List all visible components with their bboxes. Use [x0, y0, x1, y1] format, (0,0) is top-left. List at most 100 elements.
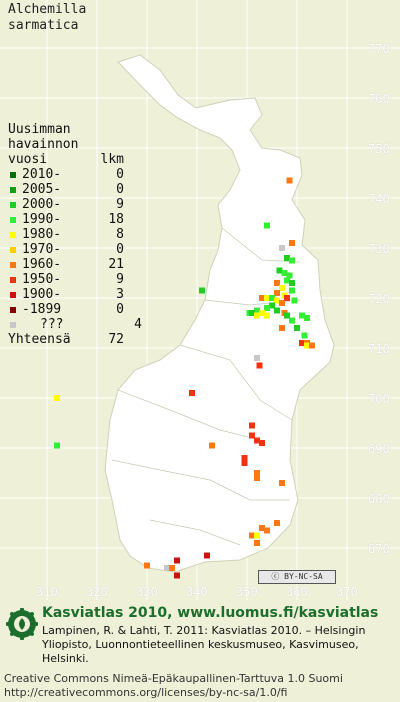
- y-label: 710: [368, 342, 390, 356]
- occurrence-point: [284, 255, 290, 261]
- legend-swatch: [10, 216, 16, 223]
- occurrence-point: [259, 310, 265, 316]
- occurrence-point: [264, 527, 270, 534]
- kasviatlas-link[interactable]: Kasviatlas 2010, www.luomus.fi/kasviatla…: [42, 605, 379, 621]
- license-name: Creative Commons Nimeä-Epäkaupallinen-Ta…: [4, 672, 343, 685]
- occurrence-point: [254, 312, 260, 319]
- legend-row-count: 18: [108, 212, 124, 227]
- legend-row-count: 9: [116, 272, 124, 287]
- occurrence-point: [249, 432, 255, 439]
- y-label: 680: [368, 492, 390, 506]
- occurrence-point: [164, 565, 170, 571]
- license-text: Creative Commons Nimeä-Epäkaupallinen-Ta…: [4, 672, 400, 700]
- occurrence-point: [274, 290, 280, 296]
- legend-swatch: [10, 231, 16, 238]
- cc-badge[interactable]: ⓒ BY-NC-SA: [258, 570, 336, 584]
- occurrence-point: [304, 342, 310, 349]
- y-label: 740: [368, 192, 390, 206]
- legend-row-label: 2010-: [22, 167, 62, 182]
- occurrence-point: [259, 295, 265, 301]
- legend-row-label: -1899: [22, 302, 62, 317]
- legend-row-count: 8: [116, 227, 124, 242]
- x-label: 350: [236, 585, 258, 599]
- legend-total-count: 72: [108, 332, 124, 347]
- legend-row: ??? 4: [8, 317, 142, 332]
- occurrence-point: [254, 437, 260, 444]
- legend-row-count: 4: [134, 317, 142, 332]
- legend-row: 1950- 9: [8, 272, 142, 287]
- y-label: 700: [368, 392, 390, 406]
- occurrence-point: [284, 295, 290, 301]
- occurrence-point: [279, 300, 285, 306]
- occurrence-point: [269, 302, 275, 309]
- legend-swatch: [10, 276, 16, 283]
- occurrence-point: [254, 470, 260, 476]
- occurrence-point: [304, 315, 310, 321]
- legend-row: 2010- 0: [8, 167, 142, 182]
- finland-outline: [104, 54, 335, 573]
- occurrence-point: [289, 280, 295, 286]
- occurrence-point: [264, 295, 270, 301]
- legend-row: 1980- 8: [8, 227, 142, 242]
- legend-row-label: 1950-: [22, 272, 62, 287]
- x-label: 320: [86, 585, 108, 599]
- species-genus: Alchemilla: [8, 2, 87, 17]
- occurrence-point: [174, 572, 180, 579]
- legend-header-2: havainnon: [8, 137, 79, 152]
- occurrence-point: [199, 287, 205, 294]
- legend-row-count: 0: [116, 242, 124, 257]
- legend: Uusimman havainnon vuosi lkm 2010- 0 2005-…: [8, 122, 142, 347]
- occurrence-points: [54, 177, 315, 579]
- occurrence-point: [144, 562, 150, 569]
- legend-swatch: [10, 201, 16, 208]
- legend-row-label: 2000-: [22, 197, 62, 212]
- legend-count-header: lkm: [100, 152, 124, 167]
- y-label: 670: [368, 542, 390, 556]
- legend-row-label: 1970-: [22, 242, 62, 257]
- legend-header-3: vuosi: [8, 152, 48, 167]
- occurrence-point: [259, 440, 265, 446]
- legend-row-count: 0: [116, 302, 124, 317]
- occurrence-point: [209, 442, 215, 449]
- region-boundaries: [111, 227, 301, 546]
- occurrence-point: [289, 257, 295, 264]
- legend-swatch: [10, 306, 16, 313]
- legend-row-label: 1960-: [22, 257, 62, 272]
- legend-row-count: 3: [116, 287, 124, 302]
- occurrence-point: [54, 442, 60, 449]
- occurrence-point: [281, 270, 288, 276]
- legend-row-count: 21: [108, 257, 124, 272]
- legend-row-count: 0: [116, 182, 124, 197]
- license-url[interactable]: http://creativecommons.org/licenses/by-n…: [4, 686, 288, 699]
- legend-rows: 2010- 0 2005- 0 2000- 9 1990- 18 1980- 8 1970- 0 196…: [8, 167, 142, 332]
- legend-row: 1900- 3: [8, 287, 142, 302]
- occurrence-point: [279, 480, 285, 486]
- occurrence-point: [169, 565, 175, 571]
- cc-icon: ⓒ: [271, 572, 280, 581]
- y-label: 770: [368, 42, 390, 56]
- x-label: 310: [36, 585, 58, 599]
- occurrence-point: [254, 307, 260, 314]
- y-label: 760: [368, 92, 390, 106]
- x-label: 340: [186, 585, 208, 599]
- occurrence-point: [274, 280, 280, 286]
- occurrence-point: [264, 305, 270, 311]
- occurrence-point: [289, 317, 295, 324]
- occurrence-point: [254, 475, 260, 481]
- occurrence-point: [309, 342, 315, 349]
- legend-row-label: ???: [40, 317, 64, 332]
- legend-row: -1899 0: [8, 302, 142, 317]
- occurrence-point: [289, 287, 295, 294]
- occurrence-point: [279, 245, 285, 251]
- legend-row: 1960- 21: [8, 257, 142, 272]
- occurrence-point: [284, 312, 290, 319]
- occurrence-point: [274, 297, 280, 304]
- legend-row: 2000- 9: [8, 197, 142, 212]
- occurrence-point: [241, 455, 248, 461]
- occurrence-point: [249, 422, 255, 429]
- occurrence-point: [54, 395, 60, 401]
- occurrence-point: [254, 355, 260, 361]
- legend-row: 2005- 0: [8, 182, 142, 197]
- legend-swatch: [10, 171, 16, 178]
- occurrence-point: [279, 325, 285, 331]
